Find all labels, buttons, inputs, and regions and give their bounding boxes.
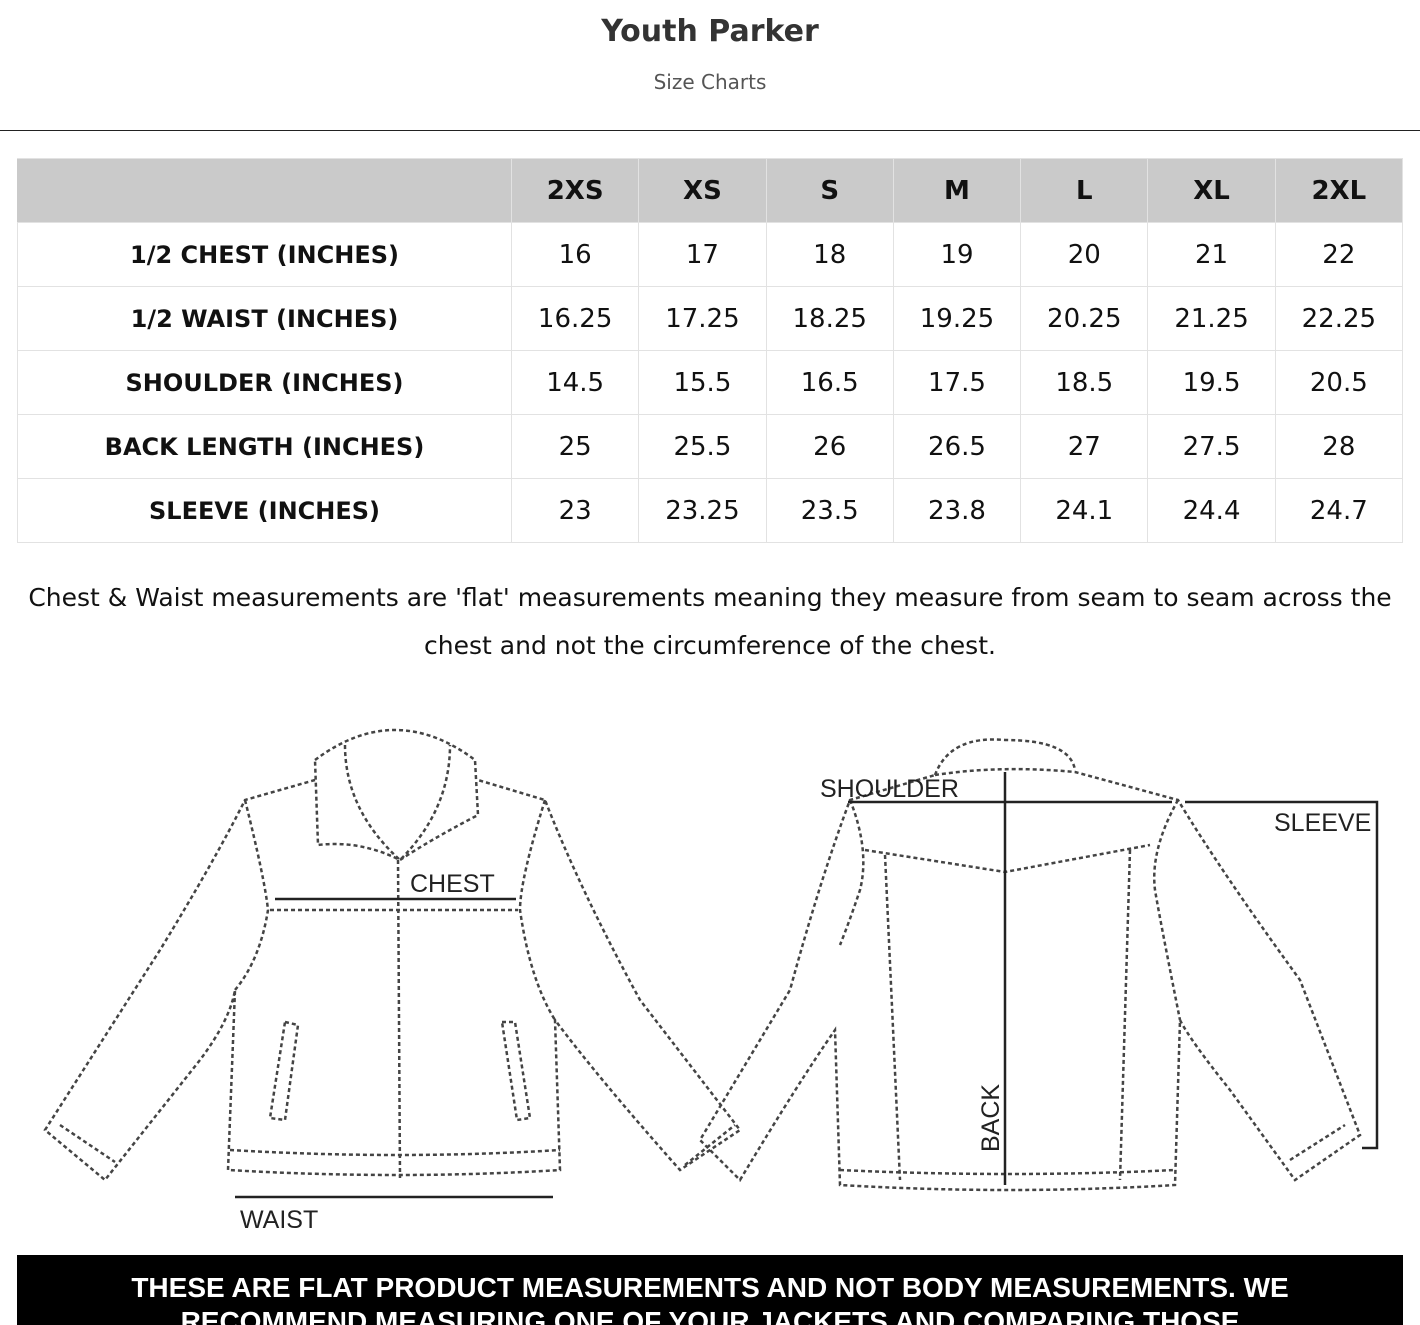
- chest-label: CHEST: [410, 870, 495, 898]
- table-cell: 23: [510, 478, 640, 543]
- table-cell: 25.5: [638, 414, 767, 479]
- row-label: 1/2 WAIST (INCHES): [17, 286, 512, 351]
- row-label: SLEEVE (INCHES): [17, 478, 512, 543]
- table-cell: 20.5: [1274, 350, 1404, 415]
- table-cell: 26: [765, 414, 894, 479]
- table-cell: 15.5: [638, 350, 767, 415]
- header-blank: [17, 158, 512, 223]
- table-cell: 17.25: [638, 286, 767, 351]
- table-cell: 27.5: [1147, 414, 1276, 479]
- table-cell: 24.7: [1274, 478, 1404, 543]
- size-header: 2XS: [510, 158, 640, 223]
- table-cell: 17.5: [892, 350, 1022, 415]
- row-label: SHOULDER (INCHES): [17, 350, 512, 415]
- table-cell: 24.1: [1020, 478, 1149, 543]
- table-cell: 25: [510, 414, 640, 479]
- table-row: SHOULDER (INCHES) 14.5 15.5 16.5 17.5 18.5 19.…: [17, 350, 1404, 415]
- size-header: L: [1020, 158, 1149, 223]
- table-cell: 24.4: [1147, 478, 1276, 543]
- table-row: BACK LENGTH (INCHES) 25 25.5 26 26.5 27 27.5 28: [17, 414, 1404, 479]
- back-label: BACK: [977, 1084, 1005, 1152]
- table-cell: 22.25: [1274, 286, 1404, 351]
- page-subtitle: Size Charts: [653, 70, 767, 94]
- table-cell: 21: [1147, 222, 1276, 287]
- banner-line-1: THESE ARE FLAT PRODUCT MEASUREMENTS AND …: [131, 1272, 1289, 1303]
- size-chart-table: 2XS XS S M L XL 2XL 1/2 CHEST (INCHES) 16 17 18 19…: [17, 158, 1404, 543]
- divider: [0, 130, 1420, 131]
- table-cell: 26.5: [892, 414, 1022, 479]
- shoulder-label: SHOULDER: [820, 775, 959, 803]
- table-cell: 18.25: [765, 286, 894, 351]
- sleeve-label: SLEEVE: [1274, 809, 1371, 837]
- table-cell: 18.5: [1020, 350, 1149, 415]
- table-cell: 19.5: [1147, 350, 1276, 415]
- jacket-back-drawing: [698, 738, 1362, 1192]
- measurement-note: Chest & Waist measurements are 'flat' me…: [28, 583, 1392, 660]
- size-header: XS: [638, 158, 767, 223]
- size-header: M: [892, 158, 1022, 223]
- table-header-row: 2XS XS S M L XL 2XL: [17, 158, 1404, 223]
- row-label: 1/2 CHEST (INCHES): [17, 222, 512, 287]
- size-header: XL: [1147, 158, 1276, 223]
- size-header: 2XL: [1274, 158, 1404, 223]
- page-title: Youth Parker: [601, 14, 819, 49]
- jacket-measurement-diagram: CHEST WAIST SHOULDER SLEEVE BACK: [43, 728, 1379, 1234]
- table-cell: 20: [1020, 222, 1149, 287]
- banner-line-2: RECOMMEND MEASURING ONE OF YOUR JACKETS …: [180, 1306, 1240, 1325]
- table-cell: 20.25: [1020, 286, 1149, 351]
- table-cell: 23.25: [638, 478, 767, 543]
- chest-measure-line: [235, 897, 553, 1199]
- table-row: 1/2 CHEST (INCHES) 16 17 18 19 20 21 22: [17, 222, 1404, 287]
- table-cell: 14.5: [510, 350, 640, 415]
- table-cell: 27: [1020, 414, 1149, 479]
- table-cell: 16.5: [765, 350, 894, 415]
- jacket-front-drawing: [43, 728, 742, 1182]
- table-cell: 22: [1274, 222, 1404, 287]
- flat-measurement-banner: THESE ARE FLAT PRODUCT MEASUREMENTS AND …: [17, 1255, 1403, 1325]
- table-row: SLEEVE (INCHES) 23 23.25 23.5 23.8 24.1 24.4 24…: [17, 478, 1404, 543]
- table-cell: 19: [892, 222, 1022, 287]
- size-header: S: [765, 158, 894, 223]
- table-cell: 21.25: [1147, 286, 1276, 351]
- table-cell: 23.8: [892, 478, 1022, 543]
- table-cell: 16: [510, 222, 640, 287]
- table-cell: 28: [1274, 414, 1404, 479]
- row-label: BACK LENGTH (INCHES): [17, 414, 512, 479]
- table-cell: 16.25: [510, 286, 640, 351]
- table-row: 1/2 WAIST (INCHES) 16.25 17.25 18.25 19.25 20…: [17, 286, 1404, 351]
- back-measure-lines: [848, 772, 1379, 1185]
- table-cell: 23.5: [765, 478, 894, 543]
- table-cell: 17: [638, 222, 767, 287]
- table-cell: 18: [765, 222, 894, 287]
- waist-label: WAIST: [240, 1206, 318, 1234]
- table-cell: 19.25: [892, 286, 1022, 351]
